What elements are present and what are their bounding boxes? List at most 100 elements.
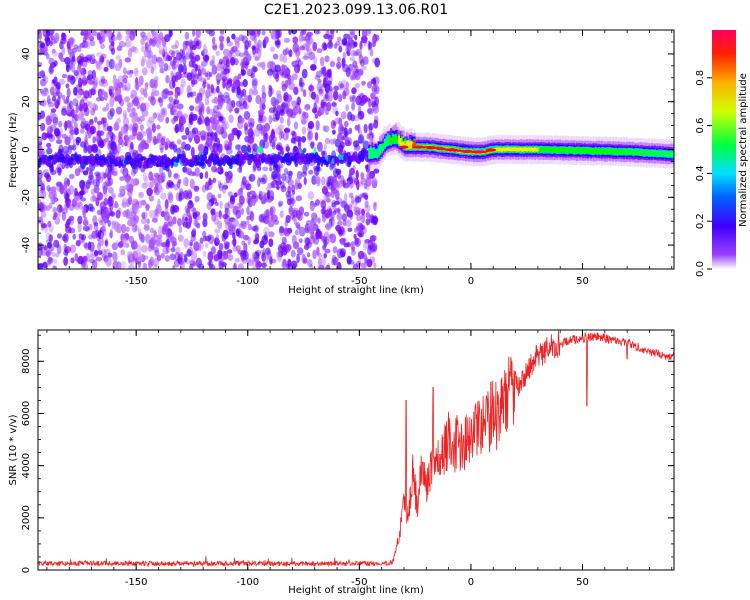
spectrogram-cell <box>138 191 145 199</box>
ridge-cell <box>602 148 605 155</box>
spectrogram-cell <box>306 241 313 249</box>
spectrogram-cell <box>339 83 345 89</box>
spectrogram-cell <box>323 253 327 259</box>
spectrogram-cell <box>365 218 370 226</box>
spectrogram-cell <box>275 126 282 135</box>
spectrogram-cell <box>148 258 154 268</box>
spectrogram-cell <box>299 77 304 88</box>
spectrogram-cell <box>210 246 217 255</box>
spectrogram-cell <box>115 209 121 219</box>
spectrogram-cell <box>312 213 318 224</box>
spectrogram-cell <box>67 112 74 117</box>
spectrogram-cell <box>44 87 48 93</box>
spectrogram-cell <box>186 249 192 257</box>
spectrogram-cell <box>91 143 99 153</box>
spectrogram-cell <box>301 126 307 135</box>
spectrogram-cell <box>329 85 333 92</box>
spectrogram-cell <box>180 78 186 88</box>
ridge-cell <box>412 143 414 149</box>
spectrogram-cell <box>290 130 296 136</box>
spectrogram-cell <box>245 183 252 191</box>
spectrogram-cell <box>353 233 357 240</box>
spectrogram-cell <box>247 236 251 246</box>
spectrogram-cell <box>246 215 251 221</box>
spectrogram-cell <box>288 82 295 91</box>
spectrogram-cell <box>141 45 145 53</box>
spectrogram-cell <box>255 30 261 38</box>
spectrogram-cell <box>75 240 81 247</box>
spectrogram-cell <box>114 63 122 72</box>
spectrogram-cell <box>297 141 302 150</box>
spectrogram-cell <box>282 132 289 141</box>
spectrogram-cell <box>119 98 125 107</box>
spectrogram-cell <box>361 94 368 104</box>
spectrogram-cell <box>324 137 330 145</box>
spectrogram-cell <box>107 219 111 227</box>
spectrogram-cell <box>246 68 253 77</box>
spectrogram-cell <box>45 76 49 84</box>
spectrogram-cell <box>353 41 358 48</box>
colorbar-label: Normalized spectral amplitude <box>738 73 749 227</box>
spectrogram-cell <box>178 63 184 73</box>
spectrogram-cell <box>300 115 306 122</box>
spectrogram-cell <box>110 141 117 151</box>
spectrogram-cell <box>171 106 175 116</box>
spectrogram-cell <box>195 246 200 251</box>
ridge-cell <box>618 148 621 155</box>
spectrogram-cell <box>207 83 213 90</box>
spectrogram-cell <box>338 124 345 135</box>
spectrogram-cell <box>47 241 52 249</box>
spectrogram-cell <box>126 198 131 208</box>
ridge-cell <box>591 148 594 154</box>
spectrogram-cell <box>81 79 88 87</box>
spectrogram-cell <box>66 201 70 208</box>
spectrogram-cell <box>291 73 298 81</box>
spectrogram-cell <box>106 182 112 187</box>
spectrogram-cell <box>373 262 377 268</box>
spectrogram-cell <box>335 61 342 69</box>
spectrogram-cell <box>75 200 82 208</box>
ridge-cell <box>622 148 625 155</box>
spectrogram-cell <box>247 117 255 127</box>
spectrogram-cell <box>365 181 371 191</box>
ridge-cell <box>660 151 663 157</box>
spectrogram-cell <box>56 233 63 239</box>
spectrogram-cell <box>235 245 241 252</box>
spectrogram-cell <box>214 201 219 207</box>
spectrogram-cell <box>276 90 282 98</box>
spectrogram-cell <box>125 35 130 41</box>
spectrogram-cell <box>342 183 350 189</box>
spectrogram-cell <box>368 98 372 108</box>
spectrogram-cell <box>200 130 206 140</box>
spectrogram-cell <box>103 66 109 72</box>
ridge-cell <box>504 147 507 152</box>
spectrogram-cell <box>323 194 327 201</box>
ridge-cell <box>368 148 371 159</box>
ridge-cell <box>519 147 522 152</box>
spectrogram-cell <box>158 58 165 69</box>
spectrogram-cell <box>225 173 231 184</box>
spectrogram-cell <box>265 247 271 255</box>
spectrogram-cell <box>227 133 235 142</box>
spectrogram-cell <box>191 228 197 237</box>
spectrogram-cell <box>346 176 354 185</box>
spectrogram-cell <box>236 86 241 96</box>
spectrogram-cell <box>259 240 265 249</box>
spectrogram-cell <box>353 114 360 122</box>
spectrogram-cell <box>354 82 360 89</box>
spectrogram-cell <box>160 137 166 146</box>
spectrogram-cell <box>191 113 198 121</box>
spectrogram-cell <box>243 242 248 253</box>
spectrogram-cell <box>71 51 76 57</box>
ridge-cell <box>646 150 649 156</box>
spectrogram-cell <box>219 262 224 269</box>
spectrogram-cell <box>108 58 115 70</box>
spectrogram-cell <box>268 231 275 238</box>
spectrogram-cell <box>198 114 205 125</box>
spectrogram-cell <box>115 223 122 234</box>
spectrogram-cell <box>115 95 120 101</box>
spectrogram-cell <box>297 247 304 256</box>
spectrogram-cell <box>131 116 136 125</box>
spectrogram-cell <box>61 107 67 116</box>
spectrogram-cell <box>104 91 108 101</box>
